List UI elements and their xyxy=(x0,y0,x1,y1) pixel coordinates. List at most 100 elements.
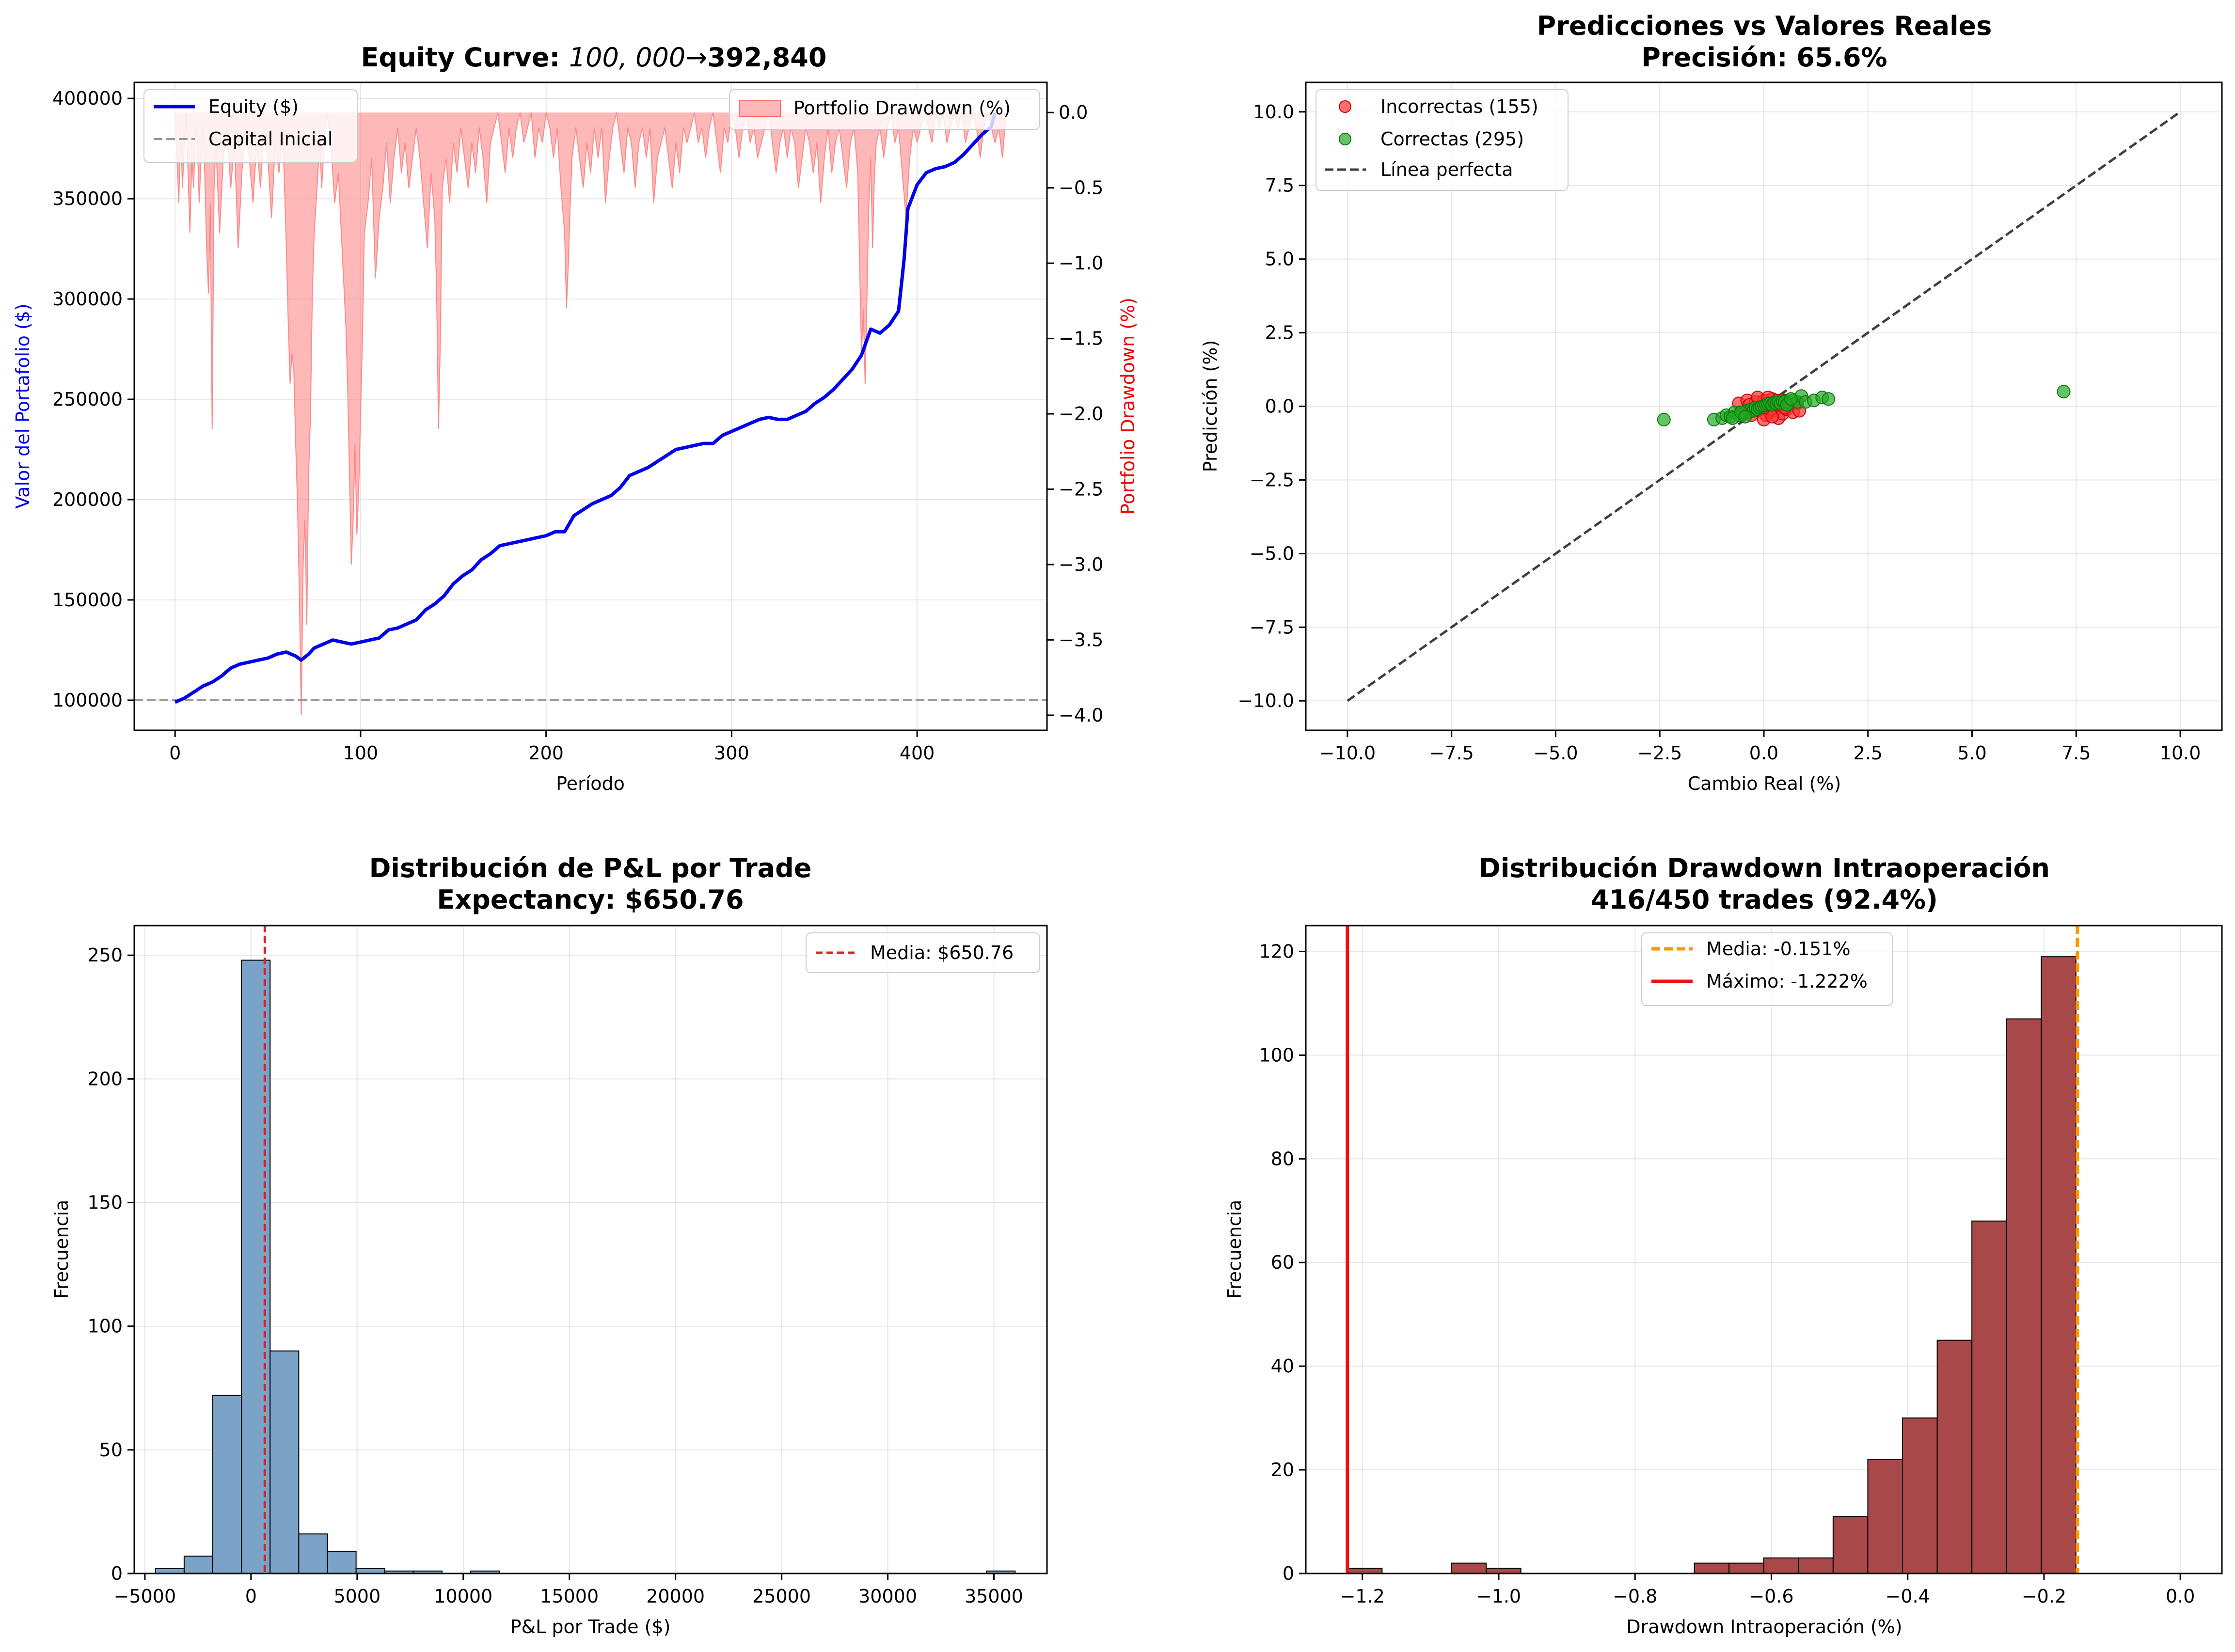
prediction-title-line1: Predicciones vs Valores Reales xyxy=(1537,11,1992,41)
dd-bar xyxy=(1694,1562,1730,1574)
legend-box xyxy=(1316,89,1569,191)
equity-ylabel2: Portfolio Drawdown (%) xyxy=(1117,298,1139,515)
x-tick-label: −1.2 xyxy=(1340,1586,1385,1607)
x-tick-label: −10.0 xyxy=(1319,742,1376,764)
pnl-bar xyxy=(155,1568,185,1574)
dd-bar xyxy=(1486,1568,1522,1574)
dd-bar xyxy=(1763,1557,1799,1574)
x-tick-label: 0.0 xyxy=(2166,1586,2195,1607)
x-tick-label: −5000 xyxy=(114,1586,176,1607)
x-tick-label: 25000 xyxy=(752,1586,811,1607)
dd-legend: Media: -0.151% Máximo: -1.222% xyxy=(1641,932,1893,1006)
equity-title: Equity Curve: 100, 000→392,840 xyxy=(361,42,827,73)
dd-x-ticks: −1.2 −1.0 −0.8 −0.6 −0.4 −0.2 0.0 xyxy=(1340,1573,2195,1607)
y-tick-label: −7.5 xyxy=(1250,616,1294,638)
equity-line xyxy=(174,112,997,704)
equity-y-ticks: 100000 150000 200000 250000 300000 350000 4000… xyxy=(52,88,134,711)
x-tick-label: −0.4 xyxy=(1886,1586,1930,1607)
dd-ylabel: Frecuencia xyxy=(1224,1200,1245,1299)
y2-tick-label: −3.0 xyxy=(1059,554,1103,575)
drawdown-fill xyxy=(174,112,1007,715)
legend-swatch-drawdown xyxy=(739,100,781,117)
legend-swatch-correct xyxy=(1339,133,1351,145)
y-tick-label: 100 xyxy=(87,1316,123,1337)
dd-bar xyxy=(2041,956,2076,1574)
x-tick-label: 20000 xyxy=(646,1586,705,1607)
y-tick-label: 2.5 xyxy=(1265,322,1294,344)
prediction-x-ticks: −10.0 −7.5 −5.0 −2.5 0.0 2.5 5.0 7.5 10.0 xyxy=(1319,730,2201,764)
pnl-bars xyxy=(155,960,1016,1574)
y2-tick-label: −2.0 xyxy=(1059,403,1103,425)
incorrect-point xyxy=(1765,409,1779,424)
prediction-ylabel: Predicción (%) xyxy=(1200,340,1221,472)
equity-y2-ticks: 0.0 −0.5 −1.0 −1.5 −2.0 −2.5 −3.0 −3.5 −4.0 xyxy=(1047,102,1103,726)
y-tick-label: 5.0 xyxy=(1265,249,1294,270)
y-tick-label: 150000 xyxy=(52,589,123,611)
pnl-bar xyxy=(327,1551,357,1574)
dd-panel: Distribución Drawdown Intraoperación 416… xyxy=(1224,853,2223,1637)
x-tick-label: −0.2 xyxy=(2022,1586,2066,1607)
legend-label-equity: Equity ($) xyxy=(208,96,299,117)
drawdown-area xyxy=(174,112,1007,715)
x-tick-label: 300 xyxy=(714,742,749,764)
pnl-ylabel: Frecuencia xyxy=(51,1200,72,1299)
y-tick-label: 100000 xyxy=(52,690,123,711)
dd-bar xyxy=(1798,1557,1834,1574)
pnl-panel: Distribución de P&L por Trade Expectancy… xyxy=(51,853,1048,1637)
prediction-panel: Predicciones vs Valores Reales Precisión… xyxy=(1200,11,2223,794)
dd-bar xyxy=(1867,1459,1903,1574)
y-tick-label: 300000 xyxy=(52,288,123,310)
x-tick-label: 0 xyxy=(245,1586,257,1607)
x-tick-label: 400 xyxy=(900,742,935,764)
pnl-x-ticks: −5000 0 5000 10000 15000 20000 25000 30000 35000 xyxy=(114,1573,1023,1607)
y-tick-label: 80 xyxy=(1271,1148,1294,1169)
y-tick-label: 7.5 xyxy=(1265,175,1294,196)
prediction-points xyxy=(1657,385,2071,426)
pnl-axes-frame xyxy=(133,925,1048,1574)
y-tick-label: −5.0 xyxy=(1250,543,1294,564)
equity-axes-frame xyxy=(133,81,1048,731)
legend-label-drawdown: Portfolio Drawdown (%) xyxy=(793,97,1011,119)
pnl-bar xyxy=(355,1568,385,1574)
y-tick-label: 400000 xyxy=(52,88,123,109)
dd-bar xyxy=(1451,1562,1487,1574)
x-tick-label: 35000 xyxy=(965,1586,1023,1607)
y-tick-label: 120 xyxy=(1259,941,1294,962)
x-tick-label: −5.0 xyxy=(1533,742,1578,764)
correct-point xyxy=(1657,412,1671,426)
y-tick-label: 350000 xyxy=(52,188,123,209)
y-tick-label: 100 xyxy=(1259,1044,1294,1066)
y2-tick-label: −4.0 xyxy=(1059,705,1103,726)
y2-tick-label: −2.5 xyxy=(1059,479,1103,500)
pnl-title-line2: Expectancy: $650.76 xyxy=(437,884,744,915)
legend-box xyxy=(143,89,358,163)
legend-label-mean: Media: -0.151% xyxy=(1706,938,1851,960)
y-tick-label: 200 xyxy=(87,1068,123,1089)
legend-box xyxy=(1641,932,1893,1006)
equity-series xyxy=(134,112,1047,704)
pnl-title-line1: Distribución de P&L por Trade xyxy=(369,853,812,883)
dd-bar xyxy=(1347,1568,1383,1574)
legend-swatch-incorrect xyxy=(1339,100,1351,113)
pnl-y-ticks: 0 50 100 150 200 250 xyxy=(87,944,134,1584)
equity-legend-right: Portfolio Drawdown (%) xyxy=(729,89,1040,130)
y2-tick-label: −0.5 xyxy=(1059,177,1103,199)
dd-y-ticks: 0 20 40 60 80 100 120 xyxy=(1259,941,1306,1584)
x-tick-label: 30000 xyxy=(858,1586,917,1607)
y-tick-label: 60 xyxy=(1271,1252,1294,1273)
y-tick-label: 250 xyxy=(87,944,123,966)
equity-xlabel: Período xyxy=(556,773,625,794)
dd-bar xyxy=(1971,1220,2007,1574)
x-tick-label: 7.5 xyxy=(2061,742,2091,764)
y-tick-label: 40 xyxy=(1271,1355,1294,1377)
x-tick-label: 0.0 xyxy=(1749,742,1778,764)
legend-label-max: Máximo: -1.222% xyxy=(1706,971,1868,992)
y-tick-label: 0 xyxy=(111,1563,123,1584)
dd-bars xyxy=(1347,956,2076,1574)
x-tick-label: 5.0 xyxy=(1957,742,1986,764)
y-tick-label: −2.5 xyxy=(1250,469,1294,490)
pnl-bar xyxy=(298,1533,328,1574)
x-tick-label: −7.5 xyxy=(1429,742,1474,764)
legend-label-capital: Capital Inicial xyxy=(208,128,333,150)
correct-point xyxy=(1784,392,1798,406)
